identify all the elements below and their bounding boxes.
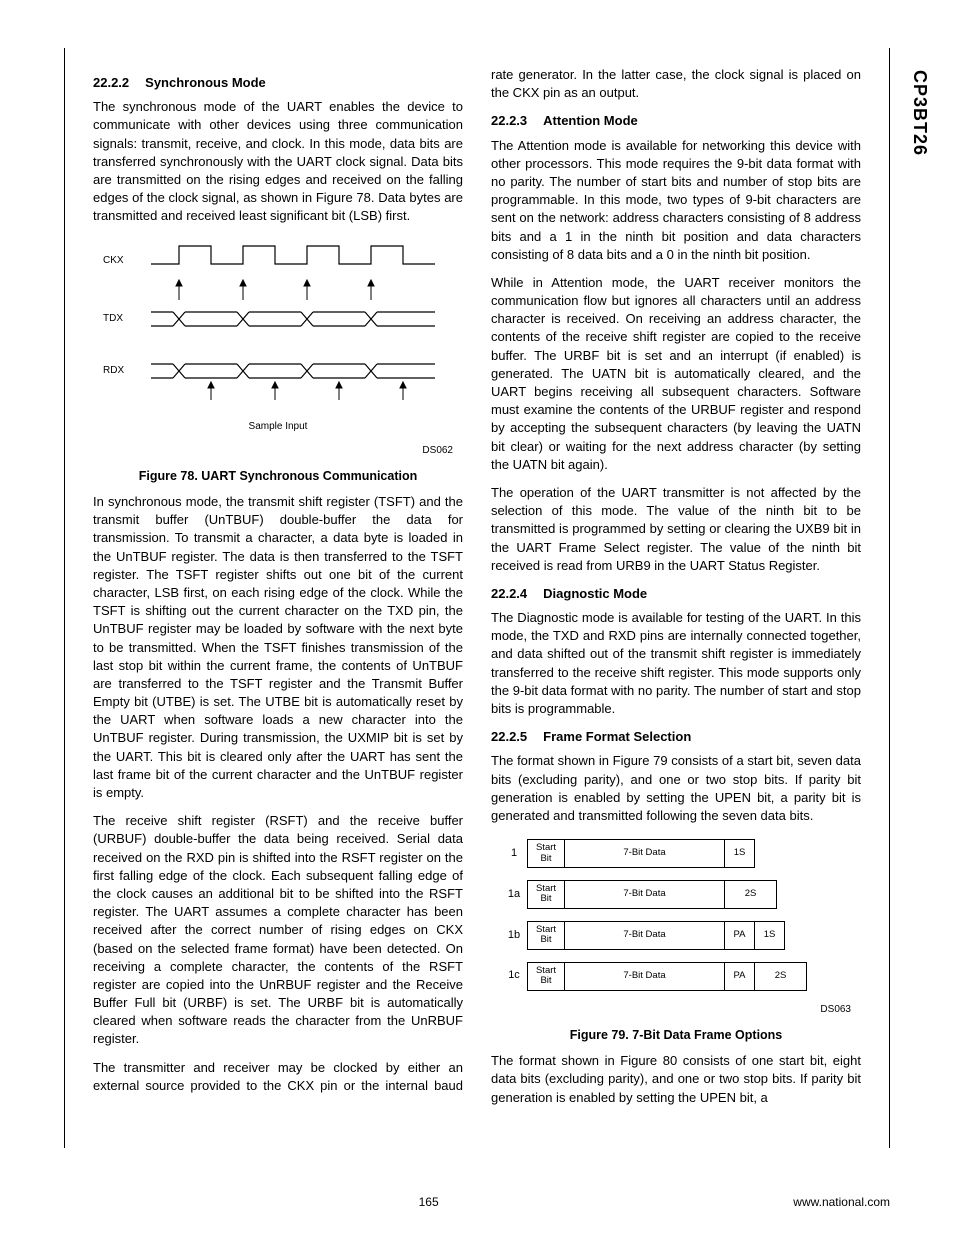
heading-22-2-4: 22.2.4 Diagnostic Mode [491, 585, 861, 603]
figure-79-caption: Figure 79. 7-Bit Data Frame Options [491, 1027, 861, 1045]
frame-cell-data: 7-Bit Data [565, 921, 725, 950]
frame-row-label: 1b [501, 921, 527, 950]
frame-cell-stop: 2S [755, 962, 807, 991]
ds-label-79: DS063 [491, 1003, 861, 1017]
page-number: 165 [419, 1194, 439, 1211]
body-text: The Diagnostic mode is available for tes… [491, 609, 861, 718]
frame-row-label: 1 [501, 839, 527, 868]
body-text: In synchronous mode, the transmit shift … [93, 493, 463, 802]
frame-cell-parity: PA [725, 962, 755, 991]
frame-row-label: 1a [501, 880, 527, 909]
ckx-label: CKX [103, 254, 124, 268]
heading-num: 22.2.2 [93, 74, 129, 92]
frame-cell-data: 7-Bit Data [565, 839, 725, 868]
frame-cell-start: Start Bit [527, 962, 565, 991]
frame-cell-stop: 1S [755, 921, 785, 950]
body-text: The format shown in Figure 79 consists o… [491, 752, 861, 825]
heading-num: 22.2.5 [491, 728, 527, 746]
heading-22-2-2: 22.2.2 Synchronous Mode [93, 74, 463, 92]
body-text: The receive shift register (RSFT) and th… [93, 812, 463, 1048]
body-text: The operation of the UART transmitter is… [491, 484, 861, 575]
heading-title: Frame Format Selection [543, 729, 691, 744]
heading-title: Synchronous Mode [145, 75, 266, 90]
frame-cell-parity: PA [725, 921, 755, 950]
frame-cell-start: Start Bit [527, 880, 565, 909]
page-footer: 165 www.national.com [64, 1194, 890, 1211]
ds-label-78: DS062 [93, 444, 463, 458]
heading-num: 22.2.4 [491, 585, 527, 603]
figure-79: 1 Start Bit 7-Bit Data 1S 1a Start Bit 7… [491, 839, 861, 1044]
frame-cell-stop: 1S [725, 839, 755, 868]
figure-78: CKX TDX RDX [93, 240, 463, 486]
body-text: The Attention mode is available for netw… [491, 137, 861, 264]
body-text: While in Attention mode, the UART receiv… [491, 274, 861, 474]
tdx-label: TDX [103, 312, 123, 326]
heading-num: 22.2.3 [491, 112, 527, 130]
body-text: The synchronous mode of the UART enables… [93, 98, 463, 225]
rdx-label: RDX [103, 364, 124, 378]
frame-cell-start: Start Bit [527, 921, 565, 950]
frame-cell-data: 7-Bit Data [565, 880, 725, 909]
heading-title: Attention Mode [543, 113, 638, 128]
content-frame: 22.2.2 Synchronous Mode The synchronous m… [64, 48, 890, 1148]
heading-22-2-3: 22.2.3 Attention Mode [491, 112, 861, 130]
frame-row-label: 1c [501, 962, 527, 991]
timing-svg [151, 240, 441, 420]
body-text: The format shown in Figure 80 consists o… [491, 1052, 861, 1107]
heading-title: Diagnostic Mode [543, 586, 647, 601]
figure-78-caption: Figure 78. UART Synchronous Communicatio… [93, 468, 463, 486]
heading-22-2-5: 22.2.5 Frame Format Selection [491, 728, 861, 746]
sample-label: Sample Input [249, 420, 308, 434]
footer-url: www.national.com [793, 1194, 890, 1211]
frame-cell-start: Start Bit [527, 839, 565, 868]
frame-cell-stop: 2S [725, 880, 777, 909]
frame-cell-data: 7-Bit Data [565, 962, 725, 991]
doc-side-label: CP3BT26 [907, 70, 932, 156]
